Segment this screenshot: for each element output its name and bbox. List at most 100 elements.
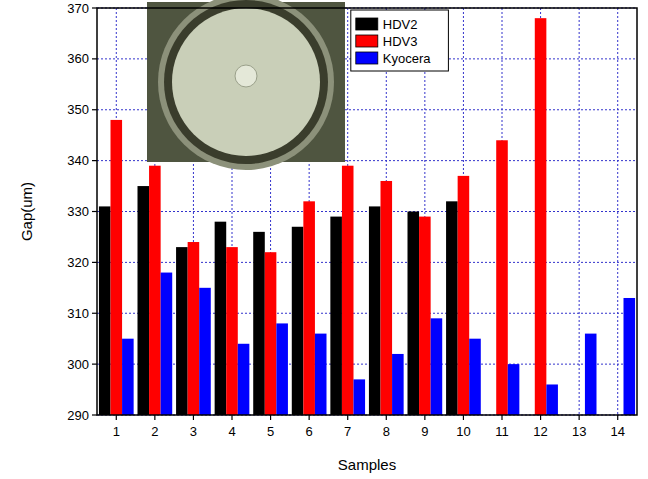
bar [458,176,470,415]
grid-line-x [617,8,618,415]
x-tick [501,415,502,420]
bar [199,288,211,415]
bar [431,318,443,415]
y-tick [92,58,97,59]
x-tick [231,415,232,420]
bar [446,201,458,415]
bar [303,201,315,415]
y-tick-label: 360 [67,51,89,66]
x-tick-label: 3 [190,424,197,439]
x-tick-label: 7 [344,424,351,439]
bar [99,206,111,415]
x-tick [424,415,425,420]
bar [508,364,520,415]
bar [253,232,265,415]
inset-photo [147,2,345,162]
bar [111,120,123,415]
x-tick-label: 4 [228,424,235,439]
bar [342,166,354,415]
y-tick-label: 350 [67,102,89,117]
bar [149,166,161,415]
y-tick-label: 370 [67,1,89,16]
y-axis-title: Gap(um) [18,182,35,241]
bar [238,344,250,415]
bar [122,339,134,415]
y-tick [92,160,97,161]
legend-swatch [356,35,378,47]
x-tick [309,415,310,420]
y-tick [92,364,97,365]
legend-swatch [356,52,378,64]
bar [535,18,547,415]
bar [392,354,404,415]
x-axis-title: Samples [338,456,396,473]
bar [161,273,173,415]
y-tick-label: 320 [67,255,89,270]
x-tick [617,415,618,420]
inset-disc [172,8,320,156]
plot-frame [97,8,637,415]
legend: HDV2 HDV3 Kyocera [351,10,449,71]
bar [546,384,558,415]
x-tick [540,415,541,420]
bar [496,140,508,415]
bar [315,334,327,415]
bar [226,247,238,415]
bar [369,206,381,415]
x-tick-label: 1 [113,424,120,439]
y-tick-label: 290 [67,408,89,423]
y-tick [92,262,97,263]
y-tick [92,211,97,212]
bar [419,217,431,415]
x-tick-label: 6 [306,424,313,439]
x-tick-label: 5 [267,424,274,439]
x-tick [463,415,464,420]
inset-ring [164,0,328,164]
x-tick-label: 13 [572,424,586,439]
bar [408,212,420,416]
bar [188,242,200,415]
inset-center [235,65,257,87]
legend-label: HDV3 [383,34,418,49]
chart: 2903003103203303403503603701234567891011… [0,0,648,479]
y-tick [92,109,97,110]
legend-box [351,10,449,71]
bar [215,222,227,415]
bar [624,298,636,415]
grid-line [97,211,637,212]
y-tick [92,414,97,415]
grid-line-x [579,8,580,415]
y-tick-label: 330 [67,204,89,219]
plot-background [97,8,637,415]
x-tick-label: 9 [421,424,428,439]
legend-label: Kyocera [383,51,431,66]
bar [381,181,393,415]
y-tick-label: 340 [67,153,89,168]
x-tick [154,415,155,420]
bar [176,247,188,415]
x-tick [579,415,580,420]
y-tick [92,7,97,8]
bar [354,379,366,415]
x-tick-label: 11 [495,424,509,439]
bar [330,217,342,415]
x-tick-label: 10 [456,424,470,439]
x-tick [116,415,117,420]
x-tick [270,415,271,420]
bar [292,227,304,415]
bar [265,252,277,415]
legend-label: HDV2 [383,17,418,32]
bar [138,186,150,415]
y-tick [92,313,97,314]
inset-ring [158,0,334,170]
x-tick-label: 12 [533,424,547,439]
bar [276,323,288,415]
x-tick-label: 8 [383,424,390,439]
legend-swatch [356,18,378,30]
x-tick-label: 2 [151,424,158,439]
bar [469,339,481,415]
x-tick [386,415,387,420]
x-tick [347,415,348,420]
x-tick-label: 14 [610,424,624,439]
y-tick-label: 310 [67,306,89,321]
